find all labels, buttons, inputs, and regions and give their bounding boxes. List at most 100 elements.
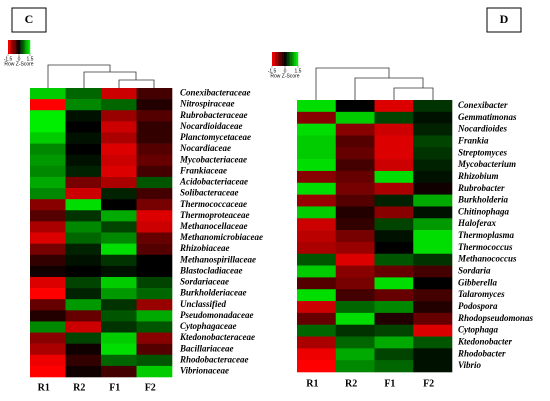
- heatmap-cell: [413, 348, 453, 361]
- colorbar-tick-label: 1.5: [27, 56, 34, 62]
- heatmap-cell: [101, 199, 137, 211]
- heatmap-cell: [297, 348, 337, 361]
- heatmap-cell: [65, 232, 102, 244]
- row-label: Vibrionaceae: [180, 366, 229, 376]
- colorbar-segment: [15, 40, 17, 54]
- heatmap-cell: [413, 312, 453, 325]
- heatmap-cell: [413, 123, 453, 136]
- heatmap-cell: [374, 312, 414, 325]
- heatmap-cell: [136, 354, 173, 367]
- heatmap-cell: [65, 310, 102, 322]
- colorbar-segment: [24, 40, 26, 54]
- heatmap-cell: [65, 99, 102, 111]
- row-label: Rhizobiaceae: [179, 243, 230, 253]
- colorbar-segment: [278, 52, 280, 66]
- heatmap-cell: [30, 365, 66, 378]
- heatmap-cell: [101, 332, 137, 344]
- colorbar-segment: [16, 40, 19, 54]
- heatmap-cell: [65, 165, 102, 178]
- row-label: Acidobacteriaceae: [179, 177, 248, 187]
- heatmap-cell: [374, 135, 414, 148]
- row-label: Gibberella: [458, 277, 497, 287]
- heatmap-cell: [335, 159, 375, 172]
- heatmap-cell: [335, 123, 375, 136]
- colorbar-segment: [273, 52, 275, 66]
- heatmap-cell: [30, 265, 66, 278]
- heatmap-cell: [374, 111, 414, 124]
- colorbar-segment: [295, 52, 297, 66]
- heatmap-cell: [101, 110, 137, 122]
- heatmap-cell: [136, 321, 173, 333]
- heatmap-cell: [136, 188, 173, 200]
- heatmap-cell: [136, 88, 173, 100]
- row-label: Streptomyces: [458, 147, 507, 157]
- row-label: Rhodobacter: [457, 348, 506, 358]
- heatmap-cell: [374, 100, 414, 113]
- heatmap-cell: [65, 288, 102, 300]
- heatmap-cell: [101, 176, 137, 189]
- row-label: Blastocladiaceae: [179, 265, 243, 275]
- heatmap-cell: [297, 324, 337, 337]
- colorbar-segment: [22, 40, 24, 54]
- heatmap-cell: [65, 132, 102, 144]
- colorbar-tick-label: 1.5: [295, 68, 302, 74]
- heatmap-cell: [101, 99, 137, 111]
- heatmap-cell: [335, 265, 375, 278]
- heatmap-cell: [297, 123, 337, 136]
- heatmap-cell: [101, 254, 137, 267]
- heatmap-cell: [136, 243, 173, 256]
- heatmap-cell: [297, 194, 337, 207]
- heatmap-cell: [335, 241, 375, 255]
- heatmap-cell: [374, 289, 414, 302]
- row-label: Bacillariaceae: [179, 343, 234, 353]
- heatmap-cell: [101, 321, 137, 333]
- heatmap-cell: [335, 111, 375, 124]
- heatmap-cell: [65, 299, 102, 311]
- colorbar-segment: [274, 52, 277, 66]
- heatmap-cell: [335, 336, 375, 349]
- heatmap-cell: [374, 182, 414, 195]
- heatmap-cell: [297, 360, 337, 373]
- heatmap-cell: [136, 332, 173, 344]
- colorbar-segment: [290, 52, 292, 66]
- heatmap-cell: [297, 253, 337, 266]
- row-label: Unclassified: [180, 299, 226, 309]
- heatmap-cell: [101, 188, 137, 200]
- heatmap-cell: [136, 276, 173, 289]
- row-label: Rhodopseudomonas: [457, 313, 534, 323]
- heatmap-cell: [65, 154, 102, 167]
- heatmap-cell: [65, 110, 102, 122]
- heatmap-cell: [374, 123, 414, 136]
- heatmap-cell: [297, 159, 337, 172]
- heatmap-cell: [30, 232, 66, 244]
- row-label: Mycobacteriaceae: [179, 154, 247, 164]
- dendrogram: [315, 67, 434, 100]
- heatmap-cell: [101, 88, 137, 100]
- column-label: R1: [38, 382, 50, 393]
- heatmap-cell: [297, 147, 337, 160]
- heatmap-cell: [30, 199, 66, 211]
- heatmap-cell: [136, 365, 173, 378]
- heatmap-cell: [101, 365, 137, 378]
- heatmap-cell: [374, 348, 414, 361]
- heatmap-cell: [335, 230, 375, 243]
- heatmap-cell: [101, 343, 137, 356]
- colorbar-segment: [28, 40, 31, 54]
- row-label: Ktedonobacter: [457, 336, 512, 346]
- colorbar-segment: [277, 52, 279, 66]
- column-label: R1: [306, 378, 318, 389]
- colorbar-segment: [296, 52, 299, 66]
- heatmap-cell: [30, 243, 66, 256]
- row-label: Conexibacteraceae: [180, 88, 250, 98]
- heatmap-cell: [413, 218, 453, 231]
- colorbar-segment: [26, 40, 28, 54]
- colorbar-tick-label: 0: [18, 56, 21, 62]
- heatmap-cell: [101, 121, 137, 133]
- colorbar-label: Row Z-Score: [4, 61, 33, 67]
- heatmap-cell: [65, 365, 102, 378]
- row-label: Solibacteraceae: [180, 188, 238, 198]
- row-label: Cytophaga: [458, 325, 499, 335]
- colorbar-segment: [283, 52, 286, 66]
- heatmap-cell: [30, 321, 66, 333]
- heatmap-cell: [101, 243, 137, 256]
